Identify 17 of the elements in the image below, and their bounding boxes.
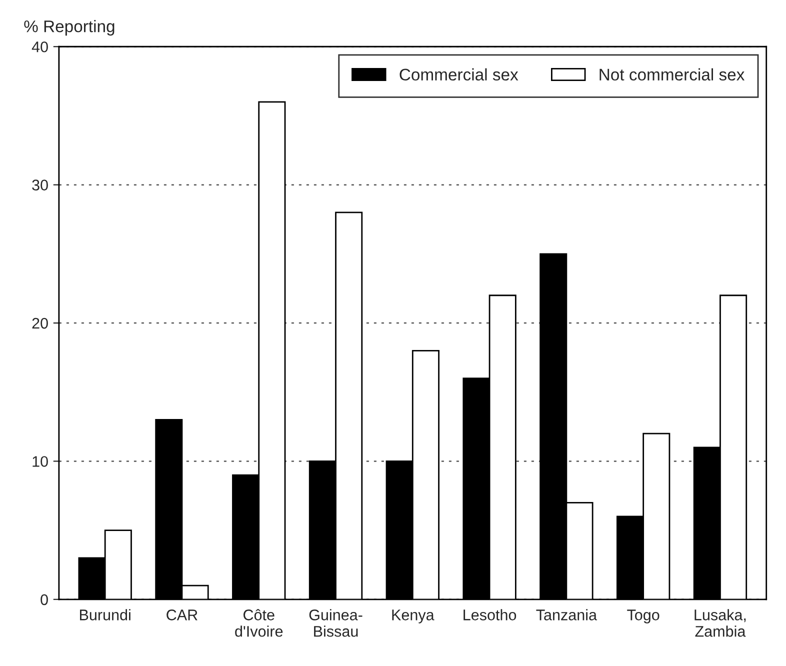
x-tick-label: CAR	[166, 610, 198, 620]
x-tick-label: Kenya	[392, 610, 434, 624]
y-tick-label: 10	[32, 456, 48, 467]
legend-label: Not commercial sex	[600, 68, 745, 81]
legend-label: Commercial sex	[400, 68, 518, 81]
y-tick-label: 30	[32, 180, 48, 190]
x-tick-label: Guinea- Bissau	[309, 609, 362, 637]
x-tick-label: Lesotho	[464, 609, 516, 620]
x-tick-label: Lusaka, Zambia	[694, 609, 746, 637]
y-tick-label: 20	[32, 318, 48, 329]
x-tick-label: Togo	[627, 610, 660, 624]
x-tick-label: Burundi	[80, 609, 130, 620]
y-tick-label: 0	[40, 594, 48, 606]
x-tick-label: Tanzania	[536, 609, 598, 620]
x-tick-label: Côte d'Ivoire	[235, 609, 283, 637]
y-axis-title: % Reporting	[24, 20, 114, 36]
y-tick-label: 40	[32, 41, 48, 52]
